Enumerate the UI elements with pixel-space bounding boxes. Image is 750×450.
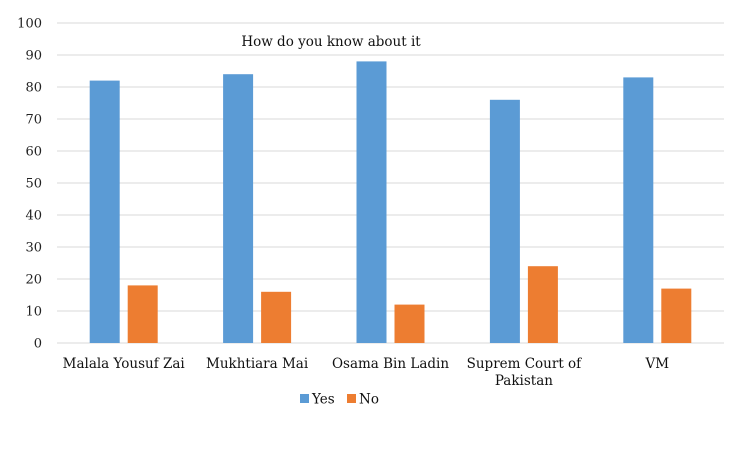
gridlines (57, 22, 724, 344)
y-tick-label: 40 (25, 209, 42, 224)
bar-yes-0 (89, 80, 120, 343)
legend-item-no: No (347, 392, 379, 408)
y-tick-label: 100 (17, 17, 42, 32)
bar-no-4 (661, 288, 692, 343)
category-label: Mukhtiara Mai (206, 356, 309, 372)
legend: Yes No (300, 392, 379, 408)
y-tick-label: 90 (25, 49, 42, 64)
bar-no-3 (527, 266, 558, 343)
bar-yes-1 (223, 74, 254, 343)
category-label: Malala Yousuf Zai (63, 356, 186, 372)
bar-no-1 (261, 291, 292, 343)
y-tick-label: 0 (34, 337, 42, 352)
y-tick-label: 70 (25, 113, 42, 128)
category-label: VM (645, 356, 670, 372)
y-tick-label: 20 (25, 273, 42, 288)
y-tick-label: 30 (25, 241, 42, 256)
y-tick-label: 10 (25, 305, 42, 320)
bar-yes-4 (623, 77, 654, 344)
legend-label: Yes (311, 392, 335, 408)
category-label: Suprem Court of (467, 356, 583, 372)
legend-swatch (300, 394, 309, 403)
category-label: Pakistan (495, 373, 553, 389)
bar-no-0 (127, 285, 158, 343)
bar-yes-2 (356, 61, 387, 344)
y-tick-label: 50 (25, 177, 42, 192)
y-tick-label: 60 (25, 145, 42, 160)
bar-yes-3 (489, 99, 520, 343)
legend-label: No (359, 392, 379, 408)
category-label: Osama Bin Ladin (332, 356, 449, 372)
chart-title: How do you know about it (241, 34, 421, 50)
y-tick-label: 80 (25, 81, 42, 96)
legend-item-yes: Yes (300, 392, 335, 408)
x-axis-categories: Malala Yousuf Zai Mukhtiara Mai Osama Bin … (63, 356, 670, 389)
bar-no-2 (394, 304, 425, 343)
y-axis-ticks: 0 10 20 30 40 50 60 70 80 90 100 (17, 17, 42, 352)
bars (89, 61, 692, 344)
legend-swatch (347, 394, 356, 403)
